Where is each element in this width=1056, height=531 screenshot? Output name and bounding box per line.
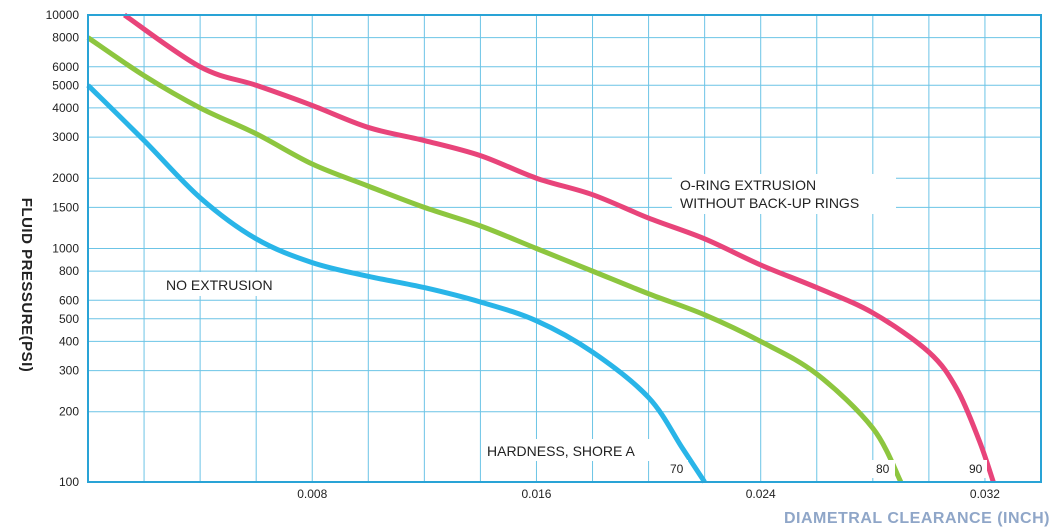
y-tick-label: 800 bbox=[59, 264, 79, 278]
curve-90-label: 90 bbox=[969, 462, 983, 476]
series-line-70 bbox=[86, 83, 707, 484]
y-tick-label: 100 bbox=[59, 475, 79, 489]
extrusion-label-bg bbox=[672, 174, 896, 214]
y-tick-label: 5000 bbox=[52, 78, 79, 92]
y-tick-label: 6000 bbox=[52, 60, 79, 74]
grid-layer bbox=[88, 14, 1041, 483]
x-tick-label: 0.032 bbox=[970, 487, 1000, 501]
y-tick-label: 4000 bbox=[52, 101, 79, 115]
hardness-label: HARDNESS, SHORE A bbox=[487, 443, 635, 459]
x-tick-label: 0.008 bbox=[297, 487, 327, 501]
y-tick-label: 600 bbox=[59, 293, 79, 307]
tick-layer: 100 200 300 400 500 600 800 1000 1500 2000 3000 400… bbox=[46, 8, 1001, 501]
curve-80-label-bg bbox=[871, 460, 895, 478]
x-tick-label: 0.024 bbox=[746, 487, 776, 501]
y-tick-label: 400 bbox=[59, 334, 79, 348]
x-axis-title: DIAMETRAL CLEARANCE (INCH) bbox=[784, 510, 1050, 527]
curve-90-label-bg bbox=[963, 460, 987, 478]
y-tick-label: 200 bbox=[59, 405, 79, 419]
extrusion-label-line1: O-RING EXTRUSION bbox=[680, 177, 816, 193]
y-tick-label: 8000 bbox=[52, 31, 79, 45]
y-tick-label: 3000 bbox=[52, 130, 79, 144]
curve-70-label-bg bbox=[664, 460, 688, 478]
y-tick-label: 10000 bbox=[46, 8, 80, 22]
series-line-80 bbox=[86, 35, 904, 484]
x-tick-label: 0.016 bbox=[521, 487, 551, 501]
y-axis-title: FLUID PRESSURE(PSI) bbox=[18, 198, 35, 373]
hardness-label-bg bbox=[482, 439, 668, 461]
curve-layer bbox=[86, 12, 996, 484]
no-extrusion-label-bg bbox=[160, 272, 296, 296]
y-tick-label: 1000 bbox=[52, 242, 79, 256]
y-tick-label: 300 bbox=[59, 364, 79, 378]
series-line-90 bbox=[123, 12, 996, 483]
curve-70-label: 70 bbox=[670, 462, 684, 476]
y-tick-label: 2000 bbox=[52, 171, 79, 185]
plot-frame bbox=[87, 14, 1042, 483]
y-tick-label: 500 bbox=[59, 312, 79, 326]
extrusion-label-line2: WITHOUT BACK-UP RINGS bbox=[680, 195, 859, 211]
no-extrusion-label: NO EXTRUSION bbox=[166, 277, 273, 293]
y-tick-label: 1500 bbox=[52, 200, 79, 214]
curve-80-label: 80 bbox=[876, 462, 890, 476]
